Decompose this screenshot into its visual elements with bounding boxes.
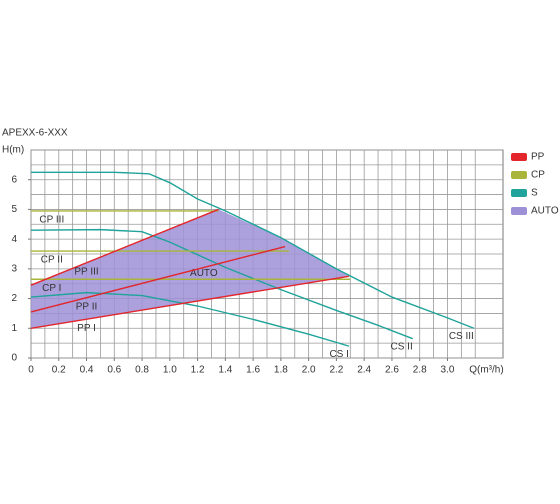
series-label: AUTO: [190, 268, 218, 279]
legend-label: PP: [531, 152, 545, 163]
x-tick-label: 2.2: [329, 365, 343, 376]
y-axis-label: H(m): [2, 145, 24, 156]
legend-label: CP: [531, 170, 545, 181]
legend-swatch: [511, 153, 527, 161]
x-tick-label: 1.8: [274, 365, 288, 376]
legend-swatch: [511, 189, 527, 197]
series-label: CS III: [449, 331, 474, 342]
series-label: CS II: [391, 341, 413, 352]
curve: [30, 275, 350, 329]
x-tick-label: 2.4: [357, 365, 371, 376]
x-tick-label: 2.8: [413, 365, 427, 376]
curve: [30, 208, 219, 286]
series-label: CS I: [329, 349, 348, 360]
legend-swatch: [511, 207, 527, 215]
series-label: CP III: [39, 215, 64, 226]
x-tick-label: 2.6: [385, 365, 399, 376]
curve: [30, 245, 286, 313]
series-label: CP II: [41, 255, 63, 266]
legend-label: S: [531, 188, 538, 199]
x-tick-label: 0.6: [107, 365, 121, 376]
auto-area: [31, 209, 349, 329]
x-tick-label: 0.2: [52, 365, 66, 376]
y-tick-label: 4: [11, 234, 17, 245]
series-label: PP II: [76, 301, 98, 312]
legend-label: AUTO: [531, 206, 559, 217]
series-label: CP I: [42, 283, 61, 294]
curve: [30, 291, 350, 347]
y-tick-label: 0: [11, 353, 17, 364]
x-axis-label: Q(m³/h): [469, 365, 503, 376]
series-label: PP III: [74, 266, 98, 277]
curve: [31, 171, 475, 329]
curve: [30, 228, 414, 340]
y-tick-label: 5: [11, 204, 17, 215]
x-tick-label: 0.4: [80, 365, 94, 376]
x-tick-label: 3.0: [441, 365, 455, 376]
x-tick-label: 1.4: [218, 365, 232, 376]
x-tick-label: 1.6: [246, 365, 260, 376]
x-tick-label: 0: [28, 365, 34, 376]
y-tick-label: 6: [11, 174, 17, 185]
y-tick-label: 3: [11, 263, 17, 274]
y-tick-label: 1: [11, 323, 17, 334]
x-tick-label: 0.8: [135, 365, 149, 376]
x-tick-label: 1.0: [163, 365, 177, 376]
chart-title: APEXX-6-XXX: [2, 128, 68, 139]
legend-swatch: [511, 171, 527, 179]
x-tick-label: 2.0: [302, 365, 316, 376]
series-label: PP I: [77, 323, 96, 334]
y-tick-label: 2: [11, 293, 17, 304]
x-tick-label: 1.2: [191, 365, 205, 376]
